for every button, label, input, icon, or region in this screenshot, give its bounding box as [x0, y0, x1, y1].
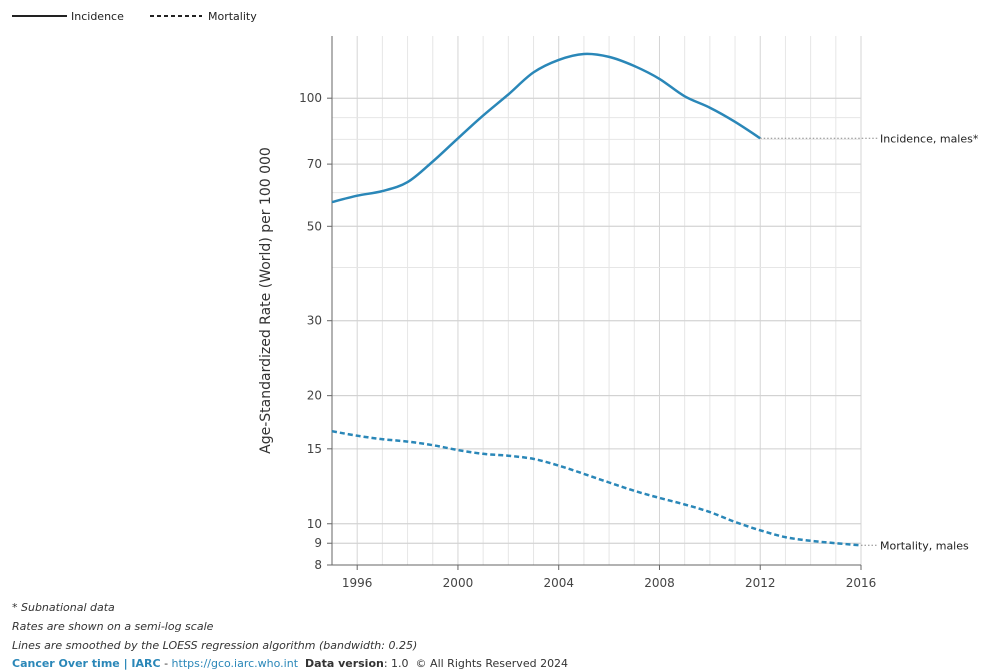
footer-version-label: Data version	[305, 657, 384, 670]
x-tick-label: 2004	[543, 576, 574, 590]
note-loess: Lines are smoothed by the LOESS regressi…	[12, 639, 418, 652]
end-label-mortality: Mortality, males	[880, 539, 969, 552]
x-tick-label: 2008	[644, 576, 675, 590]
footer-brand[interactable]: Cancer Over time | IARC	[12, 657, 161, 670]
footer: Cancer Over time | IARC - https://gco.ia…	[12, 657, 568, 670]
y-tick-label: 8	[314, 558, 322, 572]
x-tick-label: 2000	[443, 576, 474, 590]
note-subnational: * Subnational data	[12, 601, 115, 614]
footer-rights: © All Rights Reserved 2024	[415, 657, 569, 670]
series-layer	[331, 52, 862, 547]
legend: Incidence Mortality	[12, 10, 257, 23]
footer-version-value: : 1.0	[383, 657, 409, 670]
y-tick-label: 20	[307, 389, 322, 403]
chart-notes: * Subnational data Rates are shown on a …	[12, 598, 417, 655]
footer-separator: -	[160, 657, 172, 670]
x-tick-label: 2016	[846, 576, 877, 590]
grid	[331, 36, 862, 566]
labels: YearAge-Standardized Rate (World) per 10…	[258, 132, 979, 552]
end-label-incidence: Incidence, males*	[880, 132, 979, 145]
y-axis-title: Age-Standardized Rate (World) per 100 00…	[258, 147, 274, 454]
axes: 8 9 10 15 20 30 50 70 100 1996 2000 2004 2008 2012 201…	[299, 36, 876, 590]
y-tick-label: 15	[307, 442, 322, 456]
legend-label-mortality: Mortality	[208, 10, 257, 23]
series-line-incidence	[331, 52, 761, 204]
legend-label-incidence: Incidence	[71, 10, 124, 23]
trend-chart: 8 9 10 15 20 30 50 70 100 1996 2000 2004 2008 2012 201…	[12, 10, 979, 590]
y-tick-label: 70	[307, 157, 322, 171]
y-tick-label: 9	[314, 536, 322, 550]
series-line-mortality	[331, 429, 862, 547]
x-tick-label: 1996	[342, 576, 373, 590]
x-tick-label: 2012	[745, 576, 776, 590]
note-semilog: Rates are shown on a semi-log scale	[12, 620, 214, 633]
y-tick-label: 10	[307, 517, 322, 531]
y-tick-label: 30	[307, 314, 322, 328]
y-tick-label: 100	[299, 91, 322, 105]
footer-url-link[interactable]: https://gco.iarc.who.int	[171, 657, 299, 670]
y-tick-label: 50	[307, 219, 322, 233]
